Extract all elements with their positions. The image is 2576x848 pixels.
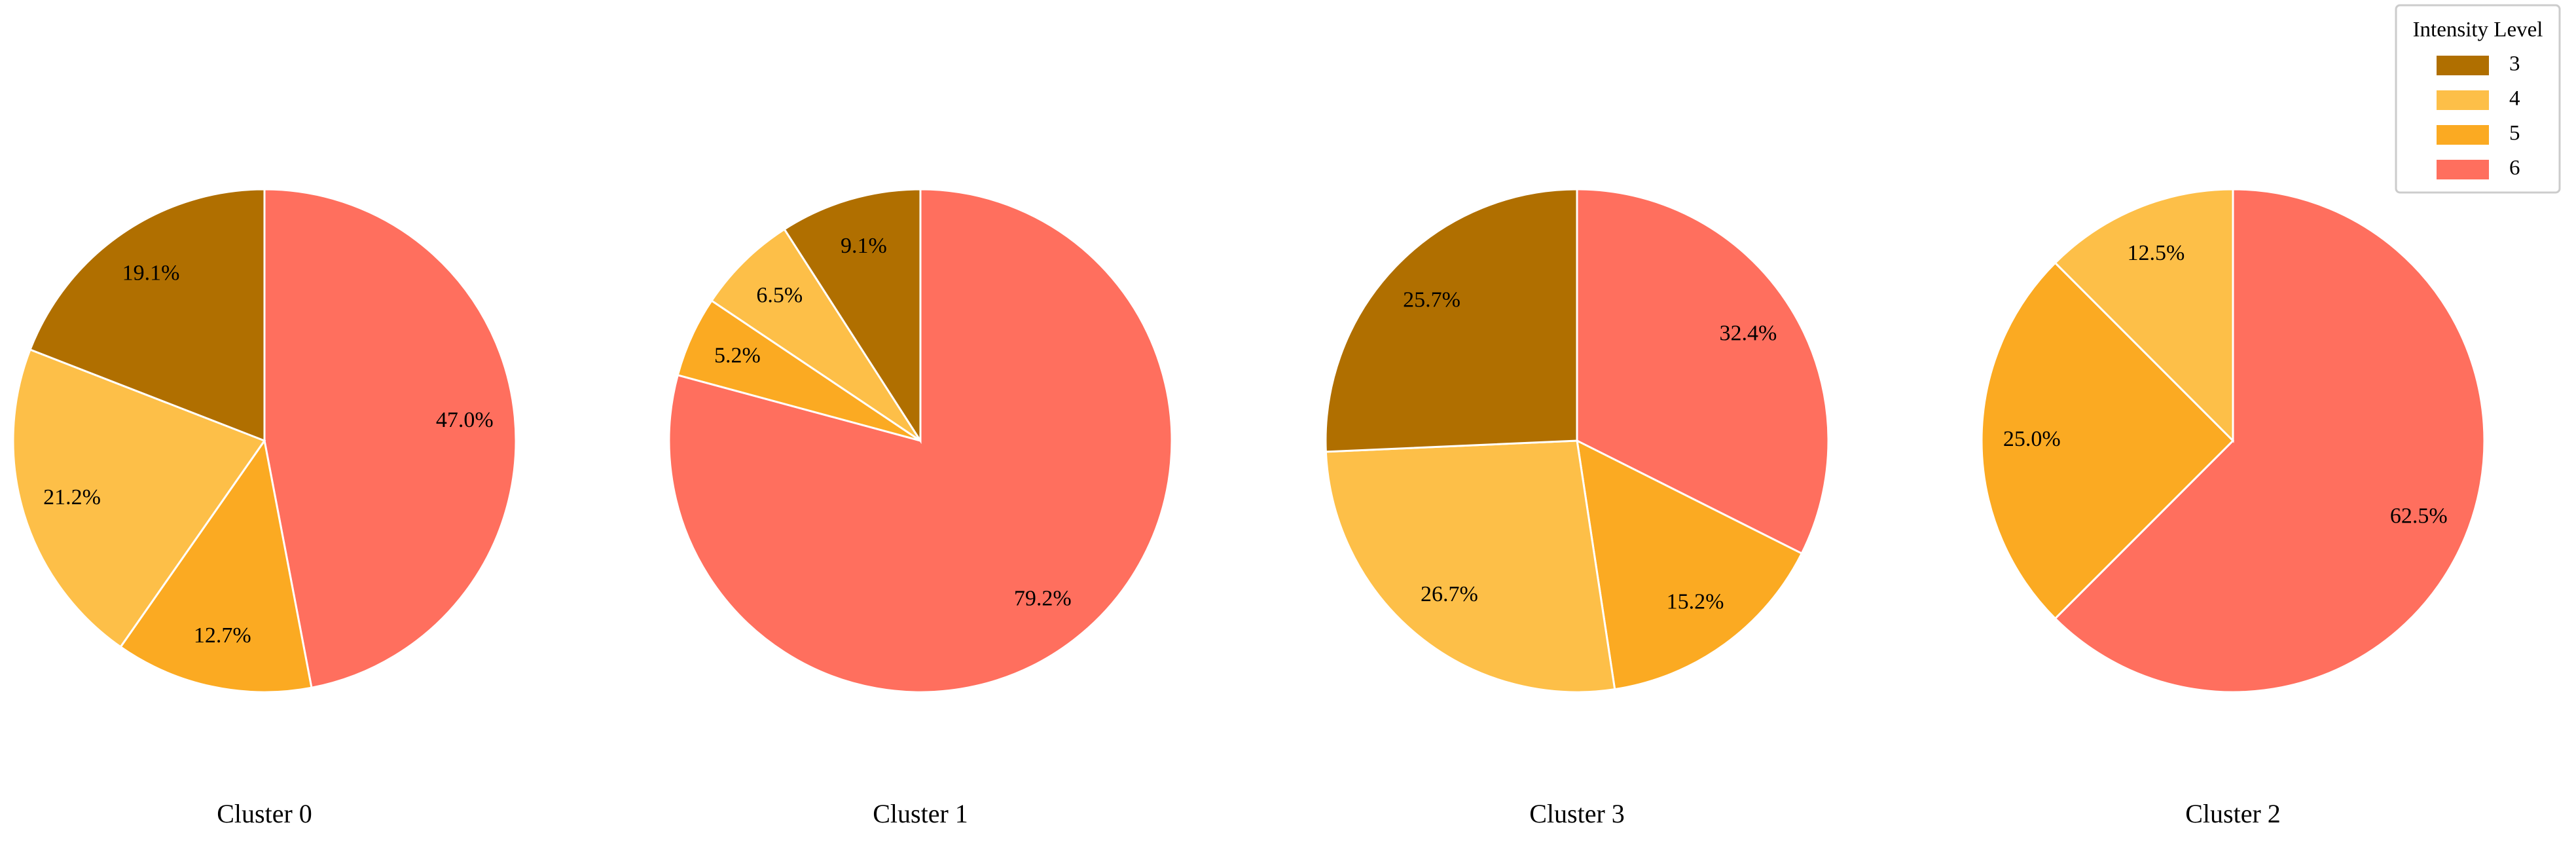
slice-label: 15.2%	[1667, 589, 1724, 614]
pie-title: Cluster 1	[873, 799, 968, 828]
pie-slice	[1576, 188, 1830, 555]
pie-slice	[1324, 188, 1578, 453]
legend-title: Intensity Level	[2413, 18, 2543, 42]
slice-label: 25.7%	[1403, 287, 1460, 312]
pie-slice	[12, 348, 266, 648]
slice-label: 12.7%	[194, 623, 251, 648]
slice-label: 25.0%	[2003, 427, 2061, 451]
legend-label: 4	[2509, 87, 2520, 111]
slice-label: 62.5%	[2390, 504, 2448, 528]
legend-label: 6	[2509, 157, 2520, 180]
slice-label: 9.1%	[841, 234, 887, 258]
slice-label: 19.1%	[122, 261, 180, 285]
pie-slice	[783, 188, 922, 445]
legend-label: 3	[2509, 52, 2520, 76]
legend-swatch	[2437, 56, 2489, 75]
pie-slice	[29, 188, 266, 443]
pie-title: Cluster 2	[2185, 799, 2281, 828]
pie-slice	[2054, 188, 2234, 443]
slice-label: 32.4%	[1720, 321, 1777, 345]
legend-swatch	[2437, 160, 2489, 179]
legend-label: 5	[2509, 122, 2520, 145]
slice-label: 21.2%	[43, 485, 101, 509]
pie-slice	[119, 438, 313, 693]
pie-slice	[1980, 261, 2235, 620]
slice-label: 12.5%	[2128, 241, 2185, 265]
slice-label: 6.5%	[756, 284, 803, 308]
pie-slice	[1324, 439, 1616, 693]
pie-slice	[263, 188, 517, 689]
slice-label: 79.2%	[1014, 587, 1072, 611]
pie-title: Cluster 3	[1529, 799, 1625, 828]
slice-label: 26.7%	[1421, 582, 1478, 606]
pie-slice	[710, 228, 922, 442]
slice-label: 5.2%	[714, 344, 761, 368]
pie-slice	[1576, 439, 1804, 691]
pie-title: Cluster 0	[217, 799, 312, 828]
slice-label: 47.0%	[436, 408, 494, 432]
legend-swatch	[2437, 125, 2489, 145]
pie-slice	[668, 188, 1173, 693]
pie-slice	[2054, 188, 2486, 693]
legend-swatch	[2437, 90, 2489, 110]
